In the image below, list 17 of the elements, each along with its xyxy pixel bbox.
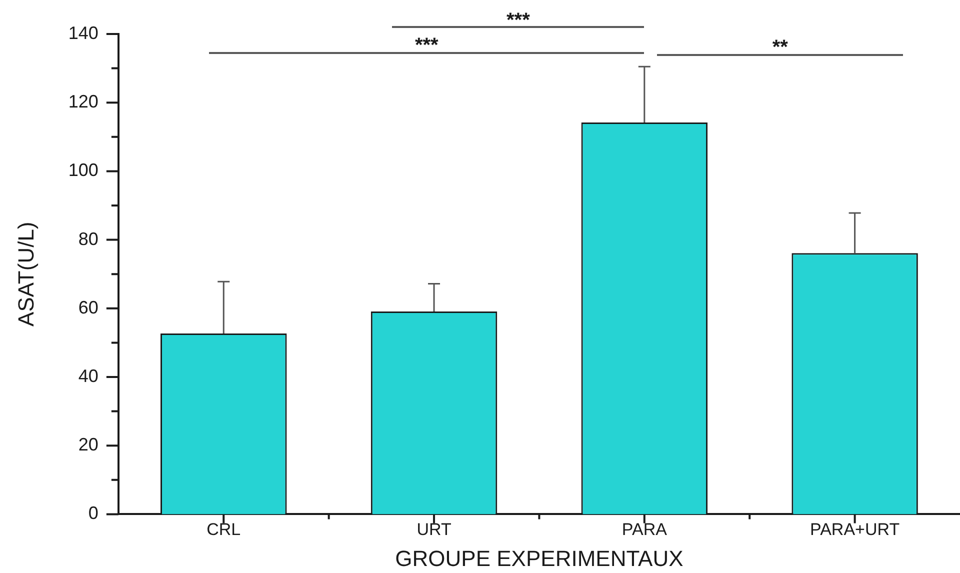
x-tick-label: URT — [416, 520, 452, 540]
y-tick-label: 80 — [78, 228, 98, 249]
y-tick-label: 120 — [68, 92, 98, 112]
x-tick-label: PARA — [622, 520, 668, 540]
text: *** — [506, 10, 530, 32]
annotation: *** — [414, 34, 439, 57]
y-tick-label: 40 — [78, 366, 98, 386]
y-tick-label: 60 — [78, 297, 98, 318]
x-tick-label: PARA+URT — [810, 520, 900, 540]
x-tick-label: CRL — [206, 520, 241, 540]
y-tick-label: 20 — [78, 434, 98, 455]
x-axis-title: GROUPE EXPERIMENTAUX — [395, 546, 684, 571]
y-tick-label: 0 — [88, 503, 98, 524]
annotation: ** — [772, 36, 788, 59]
y-tick-label: 140 — [68, 22, 98, 43]
y-tick-label: 100 — [68, 160, 98, 180]
y-axis-title: ASAT(U/L) — [13, 222, 38, 326]
